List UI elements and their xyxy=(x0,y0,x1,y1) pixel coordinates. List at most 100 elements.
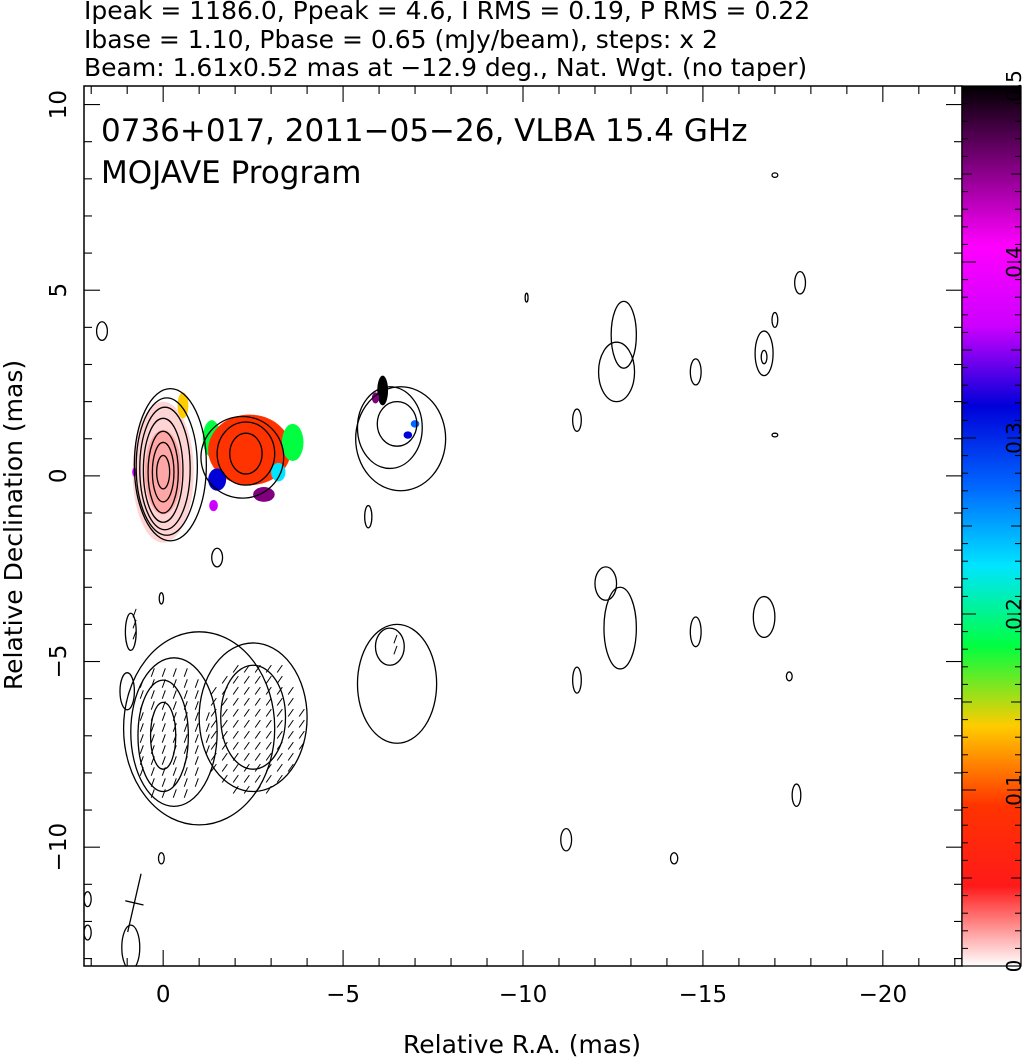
intensity-contour xyxy=(200,415,285,499)
intensity-contour xyxy=(220,664,287,770)
evpa-vector xyxy=(172,767,177,776)
evpa-vector xyxy=(139,745,144,754)
evpa-vector xyxy=(194,690,199,699)
evpa-vector xyxy=(276,664,283,673)
evpa-vector xyxy=(183,745,188,754)
evpa-vector xyxy=(232,763,239,772)
intensity-contour xyxy=(356,623,438,744)
evpa-vector xyxy=(210,741,217,750)
polarization-patch xyxy=(209,500,218,512)
intensity-contour xyxy=(356,386,423,470)
y-tick-label: −10 xyxy=(46,823,72,872)
colorbar-tick-label: 0.5 xyxy=(1002,70,1022,102)
evpa-vector xyxy=(221,763,228,772)
x-tick-label: −10 xyxy=(499,982,548,1008)
core-intensity-inner xyxy=(144,429,182,515)
evpa-vector xyxy=(150,690,155,699)
intensity-contours xyxy=(84,172,807,966)
evpa-vector xyxy=(194,767,199,776)
evpa-vector xyxy=(276,697,283,706)
evpa-vector xyxy=(194,679,199,688)
intensity-contour xyxy=(149,701,177,770)
evpa-vector xyxy=(161,668,166,677)
intensity-contour xyxy=(754,330,774,377)
intensity-contour xyxy=(771,432,779,438)
evpa-vector xyxy=(265,730,272,739)
axes: 0 −5 −10 −15 −20 −10 −5 0 5 10 xyxy=(46,86,962,1008)
intensity-contour xyxy=(771,172,779,178)
evpa-vector xyxy=(232,719,239,728)
intensity-contour xyxy=(785,671,793,682)
evpa-vector xyxy=(287,686,294,695)
intensity-contour xyxy=(84,924,92,941)
evpa-vector xyxy=(161,789,166,798)
intensity-contour xyxy=(95,321,109,341)
intensity-contour xyxy=(122,631,276,826)
evpa-vector xyxy=(139,690,144,699)
evpa-vector xyxy=(150,734,155,743)
intensity-contour xyxy=(124,612,137,652)
evpa-vector xyxy=(161,712,166,721)
evpa-vector xyxy=(221,752,228,761)
evpa-vector xyxy=(205,734,210,743)
evpa-vector xyxy=(265,741,272,750)
evpa-vector xyxy=(161,723,166,732)
evpa-vector xyxy=(210,686,217,695)
evpa-vector xyxy=(221,741,228,750)
beam-minor-axis xyxy=(125,900,144,906)
evpa-vector xyxy=(161,756,166,765)
evpa-vector xyxy=(183,690,188,699)
evpa-vector xyxy=(276,752,283,761)
evpa-vector xyxy=(161,778,166,787)
evpa-vector-regions xyxy=(132,608,398,798)
evpa-vector xyxy=(172,789,177,798)
evpa-vector xyxy=(287,763,294,772)
x-tick-label: −15 xyxy=(679,982,728,1008)
intensity-contour xyxy=(597,341,636,403)
evpa-vector xyxy=(287,752,294,761)
intensity-contour xyxy=(572,666,582,694)
evpa-vector xyxy=(221,708,228,717)
evpa-vector xyxy=(183,734,188,743)
evpa-vector xyxy=(298,708,305,717)
plot-area xyxy=(84,172,807,966)
x-axis-label: Relative R.A. (mas) xyxy=(403,1030,641,1059)
intensity-contour xyxy=(158,592,165,605)
evpa-vector xyxy=(254,752,261,761)
intensity-contour xyxy=(594,566,618,601)
evpa-vector xyxy=(243,708,250,717)
chart-subtitle: MOJAVE Program xyxy=(101,155,361,191)
evpa-vector xyxy=(150,767,155,776)
evpa-vector xyxy=(265,719,272,728)
evpa-vector xyxy=(287,741,294,750)
intensity-contour xyxy=(572,408,582,432)
intensity-contour xyxy=(355,386,447,492)
evpa-vector xyxy=(298,719,305,728)
intensity-contour xyxy=(133,387,207,542)
evpa-vector xyxy=(393,645,398,655)
evpa-vector xyxy=(254,730,261,739)
intensity-contour xyxy=(139,406,191,531)
evpa-vector xyxy=(265,752,272,761)
evpa-vector xyxy=(254,686,261,695)
evpa-vector xyxy=(232,730,239,739)
evpa-vector xyxy=(205,745,210,754)
intensity-contour xyxy=(771,311,779,329)
evpa-vector xyxy=(232,697,239,706)
intensity-contour xyxy=(198,642,308,793)
evpa-vector xyxy=(172,679,177,688)
evpa-vector xyxy=(194,778,199,787)
polarization-patch xyxy=(281,423,304,462)
chart-title: 0736+017, 2011−05−26, VLBA 15.4 GHz xyxy=(101,113,747,149)
intensity-contour xyxy=(524,292,529,303)
evpa-vector xyxy=(298,730,305,739)
evpa-vector xyxy=(287,719,294,728)
polarization-patch xyxy=(208,414,291,486)
evpa-vector xyxy=(232,708,239,717)
intensity-contour xyxy=(142,417,184,523)
x-tick-label: 0 xyxy=(156,982,171,1008)
evpa-vector xyxy=(139,734,144,743)
evpa-vector xyxy=(243,697,250,706)
intensity-contour xyxy=(603,586,637,670)
evpa-vector xyxy=(161,734,166,743)
